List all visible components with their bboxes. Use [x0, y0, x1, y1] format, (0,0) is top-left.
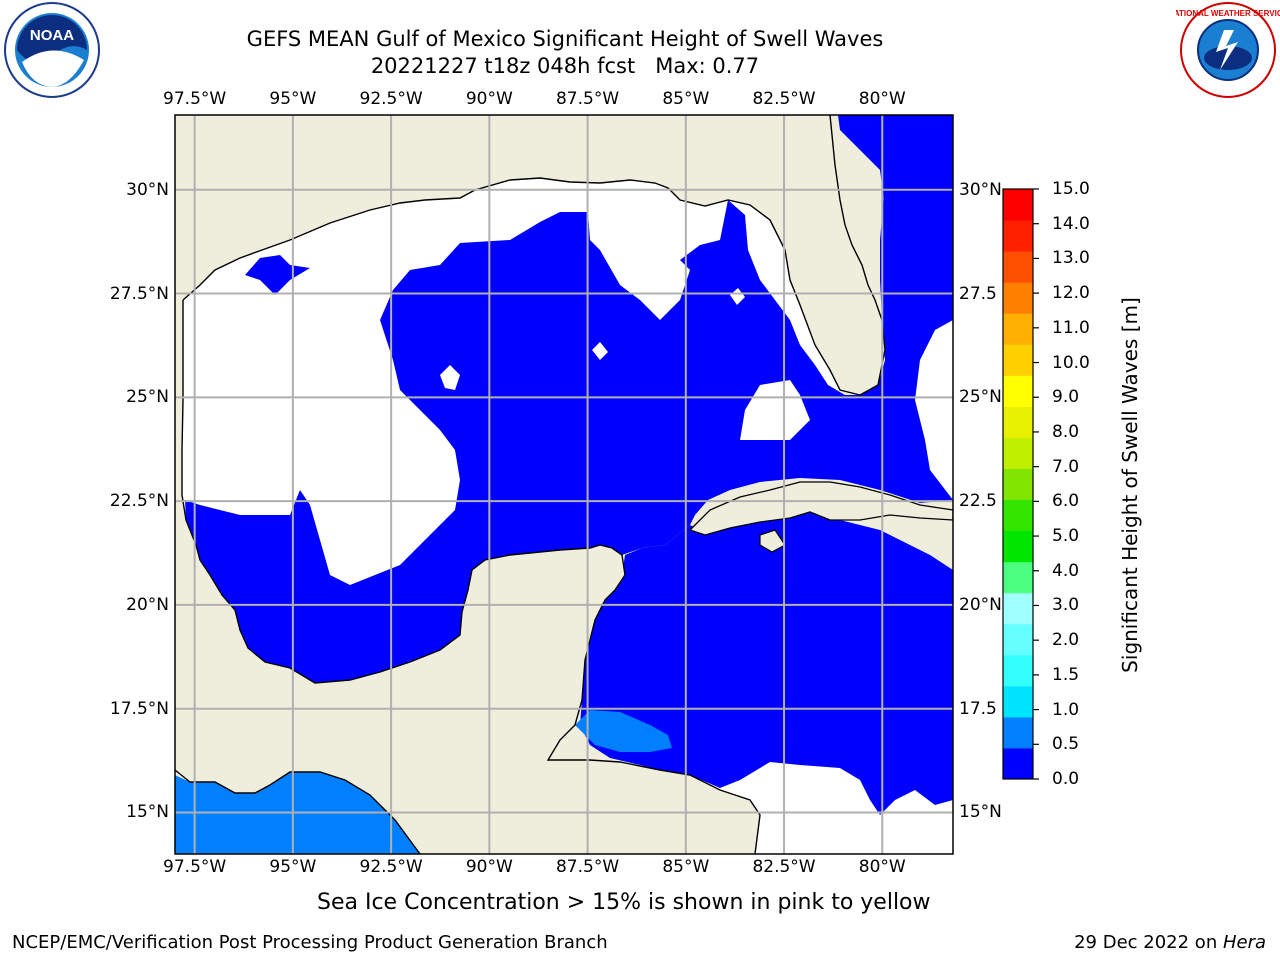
lat-tick-label-left: 25°N [126, 387, 169, 408]
colorbar-swatch [1003, 592, 1033, 625]
colorbar-swatch [1003, 375, 1033, 407]
colorbar-tick-label: 2.0 [1052, 630, 1080, 651]
lat-tick-label-left: 27.5°N [109, 283, 169, 304]
colorbar-swatch [1003, 220, 1033, 252]
lon-tick-label: 95°W [269, 857, 317, 877]
footer-date: 29 Dec 2022 on Hera [1074, 932, 1266, 953]
lon-tick-label: 80°W [858, 89, 906, 109]
footer-date-text: 29 Dec 2022 on [1074, 932, 1223, 953]
swell-zone-honduras [575, 710, 672, 752]
lat-tick-label-right: 17.5 [959, 698, 997, 719]
coastlines [175, 115, 886, 854]
lat-tick-label-right: 20°N [959, 594, 1002, 615]
footer-host: Hera [1222, 932, 1266, 953]
colorbar-tick-label: 11.0 [1052, 317, 1090, 338]
lon-tick-label: 90°W [465, 89, 513, 109]
central-america-land [420, 760, 760, 854]
lat-tick-label-right: 30°N [959, 179, 1002, 200]
colorbar-tick-label: 7.0 [1052, 456, 1080, 477]
colorbar-swatch [1003, 468, 1033, 501]
lon-tick-label: 85°W [662, 857, 710, 877]
colorbar-tick-label: 13.0 [1052, 248, 1090, 269]
colorbar-label: Significant Height of Swell Waves [m] [1118, 297, 1142, 673]
colorbar-tick-label: 1.0 [1052, 699, 1080, 720]
sea-ice-note: Sea Ice Concentration > 15% is shown in … [317, 890, 931, 915]
chart-title: GEFS MEAN Gulf of Mexico Significant Hei… [246, 27, 884, 51]
lon-tick-label: 92.5°W [359, 89, 423, 109]
map-frame [174, 114, 954, 855]
lon-tick-label: 82.5°W [752, 89, 816, 109]
colorbar-swatch [1003, 344, 1033, 376]
lon-tick-label: 97.5°W [163, 857, 227, 877]
colorbar-swatch [1003, 561, 1033, 594]
colorbar-swatch [1003, 654, 1033, 687]
footer-credit: NCEP/EMC/Verification Post Processing Pr… [12, 932, 608, 953]
colorbar-swatch [1003, 189, 1033, 221]
florida-land [770, 115, 953, 395]
colorbar-tick-label: 0.0 [1052, 769, 1080, 789]
colorbar-swatch [1003, 313, 1033, 345]
colorbar-tick-label: 1.5 [1052, 664, 1080, 685]
colorbar-tick-label: 8.0 [1052, 421, 1080, 442]
colorbar-tick-label: 0.5 [1052, 734, 1080, 755]
lat-tick-label-left: 20°N [126, 594, 169, 615]
colorbar-swatch [1003, 623, 1033, 656]
colorbar-swatch [1003, 716, 1033, 749]
lon-tick-label: 97.5°W [163, 89, 227, 109]
colorbar-tick-label: 14.0 [1052, 213, 1090, 234]
colorbar-tick-label: 9.0 [1052, 387, 1080, 408]
colorbar-swatch [1003, 406, 1033, 438]
colorbar-swatch [1003, 530, 1033, 563]
lat-tick-label-left: 15°N [126, 802, 169, 823]
lon-tick-label: 87.5°W [555, 89, 620, 109]
colorbar-swatch [1003, 282, 1033, 314]
noaa-logo-text: NOAA [30, 27, 74, 44]
lon-tick-label: 95°W [269, 89, 317, 109]
colorbar-tick-label: 4.0 [1052, 560, 1080, 581]
nws-logo: NATIONAL WEATHER SERVICE [1168, 0, 1280, 104]
colorbar-swatch [1003, 685, 1033, 718]
swell-patch-north [245, 255, 310, 295]
lon-tick-label: 85°W [662, 89, 710, 109]
lat-tick-label-left: 17.5°N [109, 698, 169, 719]
yucatan-land [175, 545, 625, 854]
colorbar-swatch [1003, 437, 1033, 469]
noaa-logo: NOAA [0, 0, 104, 104]
colorbar-swatch [1003, 499, 1033, 532]
chart-subtitle: 20221227 t18z 048h fcst Max: 0.77 [370, 54, 760, 78]
lat-tick-label-right: 15°N [959, 802, 1002, 823]
colorbar-swatch [1003, 251, 1033, 283]
lat-tick-label-right: 27.5 [959, 283, 997, 304]
cuba-land [688, 481, 953, 536]
lat-tick-label-left: 22.5°N [109, 491, 169, 512]
lon-tick-label: 82.5°W [752, 857, 816, 877]
lon-tick-label: 87.5°W [555, 857, 620, 877]
graticule [175, 115, 953, 854]
colorbar-tick-label: 5.0 [1052, 526, 1080, 547]
colorbar-swatch [1003, 747, 1033, 780]
swell-zone-gulf [185, 115, 953, 683]
colorbar-tick-label: 12.0 [1052, 283, 1090, 304]
lon-tick-label: 92.5°W [359, 857, 423, 877]
colorbar-tick-label: 15.0 [1052, 179, 1090, 199]
colorbar-tick-label: 6.0 [1052, 491, 1080, 512]
nws-logo-text: NATIONAL WEATHER SERVICE [1176, 9, 1280, 18]
lat-tick-label-right: 25°N [959, 387, 1002, 408]
colorbar-tick-label: 10.0 [1052, 352, 1090, 373]
swell-zone-caribbean [580, 510, 953, 815]
lon-tick-label: 90°W [465, 857, 513, 877]
lon-tick-label: 80°W [858, 857, 906, 877]
lat-tick-label-right: 22.5 [959, 491, 997, 512]
colorbar-tick-label: 3.0 [1052, 595, 1080, 616]
lat-tick-label-left: 30°N [126, 179, 169, 200]
